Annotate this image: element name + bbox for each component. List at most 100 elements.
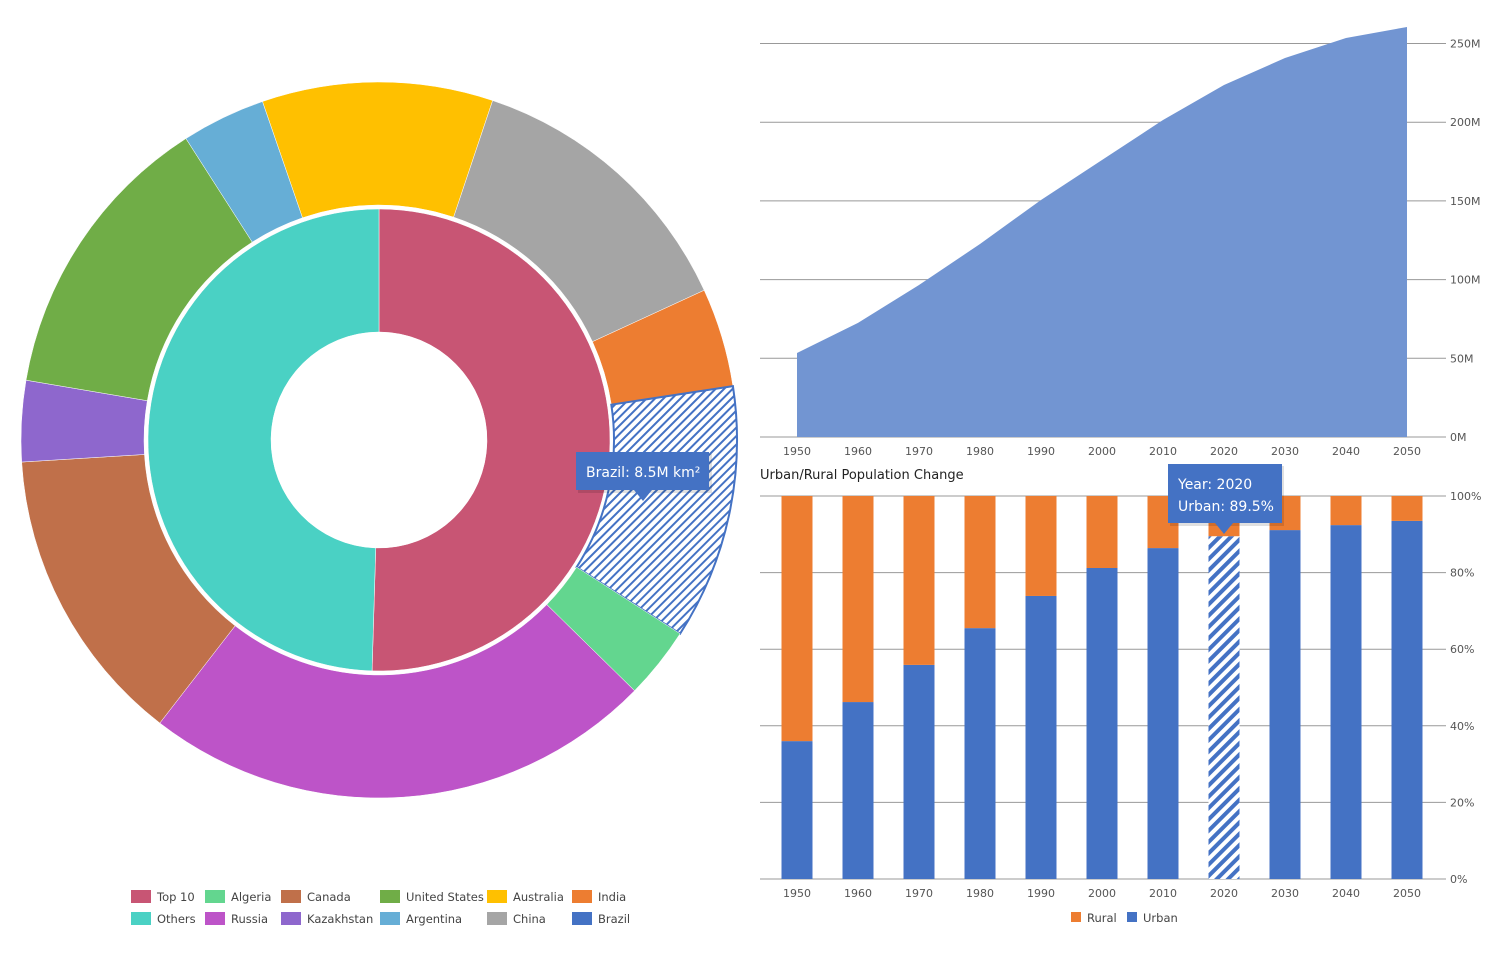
bar-rural-1970[interactable] <box>903 496 935 665</box>
bar-tooltip: Year: 2020 Urban: 89.5% <box>1168 464 1284 534</box>
y-tick-label: 100% <box>1450 490 1481 503</box>
legend-item-rural[interactable]: Rural <box>1071 911 1117 925</box>
legend-swatch <box>572 890 592 903</box>
legend-item-top-10[interactable]: Top 10 <box>131 890 195 904</box>
x-tick-label: 1990 <box>1027 887 1055 900</box>
legend-swatch <box>380 912 400 925</box>
x-tick-label: 1960 <box>844 887 872 900</box>
y-tick-label: 0M <box>1450 431 1467 444</box>
legend-item-others[interactable]: Others <box>131 912 196 926</box>
slice-australia[interactable] <box>262 81 493 219</box>
tooltip-line-1: Year: 2020 <box>1177 477 1252 493</box>
area-series[interactable] <box>797 26 1407 438</box>
legend-item-china[interactable]: China <box>487 912 546 926</box>
legend-label: Australia <box>513 890 564 904</box>
legend-label: India <box>598 890 626 904</box>
bar-urban-1990[interactable] <box>1025 595 1057 879</box>
legend-swatch <box>1127 912 1137 922</box>
bar-rural-2040[interactable] <box>1330 496 1362 526</box>
y-tick-label: 150M <box>1450 195 1481 208</box>
bar-urban-2030[interactable] <box>1269 530 1301 879</box>
legend-item-united-states[interactable]: United States <box>380 890 484 904</box>
sunburst-legend: Top 10 Algeria Canada United States Australi… <box>131 890 630 926</box>
tooltip-line-2: Urban: 89.5% <box>1178 499 1274 515</box>
slice-others[interactable] <box>147 208 380 672</box>
y-tick-label: 50M <box>1450 352 1474 365</box>
legend-item-argentina[interactable]: Argentina <box>380 912 462 926</box>
legend-swatch <box>131 912 151 925</box>
y-tick-label: 80% <box>1450 567 1474 580</box>
bar-urban-2000[interactable] <box>1086 568 1118 879</box>
legend-label: Others <box>157 912 196 926</box>
legend-item-canada[interactable]: Canada <box>281 890 351 904</box>
bar-urban-2020[interactable] <box>1208 536 1240 879</box>
x-tick-label: 2050 <box>1393 445 1421 458</box>
y-tick-label: 60% <box>1450 643 1474 656</box>
legend-swatch <box>281 912 301 925</box>
slice-russia[interactable] <box>159 604 635 799</box>
slice-argentina[interactable] <box>185 101 303 243</box>
y-tick-label: 250M <box>1450 38 1481 51</box>
bar-urban-1960[interactable] <box>842 702 874 879</box>
legend-label: Brazil <box>598 912 630 926</box>
sunburst-tooltip: Brazil: 8.5M km² <box>576 452 712 501</box>
slice-canada[interactable] <box>21 454 236 724</box>
legend-item-brazil[interactable]: Brazil <box>572 912 630 926</box>
x-tick-label: 2050 <box>1393 887 1421 900</box>
legend-label: Top 10 <box>156 890 195 904</box>
y-tick-label: 100M <box>1450 274 1481 287</box>
legend-label: Algeria <box>231 890 271 904</box>
bar-urban-2010[interactable] <box>1147 548 1179 879</box>
legend-swatch <box>281 890 301 903</box>
legend-item-algeria[interactable]: Algeria <box>205 890 271 904</box>
bar-rural-1980[interactable] <box>964 496 996 629</box>
legend-item-kazakhstan[interactable]: Kazakhstan <box>281 912 373 926</box>
y-tick-label: 200M <box>1450 116 1481 129</box>
tooltip-text: Brazil: 8.5M km² <box>586 465 700 481</box>
x-tick-label: 2020 <box>1210 887 1238 900</box>
x-tick-label: 1970 <box>905 445 933 458</box>
x-tick-label: 2000 <box>1088 887 1116 900</box>
legend-label: Urban <box>1143 911 1178 925</box>
legend-label: China <box>513 912 546 926</box>
ring-separator <box>144 205 614 675</box>
tooltip-pointer <box>634 490 652 501</box>
tooltip-box <box>1168 464 1282 523</box>
x-tick-label: 1970 <box>905 887 933 900</box>
bar-rural-1990[interactable] <box>1025 496 1057 596</box>
legend-label: Kazakhstan <box>307 912 373 926</box>
x-tick-label: 2020 <box>1210 445 1238 458</box>
bar-rural-1960[interactable] <box>842 496 874 703</box>
legend-item-russia[interactable]: Russia <box>205 912 268 926</box>
bar-urban-1980[interactable] <box>964 628 996 879</box>
bar-urban-2040[interactable] <box>1330 525 1362 879</box>
bar-chart-title: Urban/Rural Population Change <box>760 468 964 483</box>
y-tick-label: 0% <box>1450 873 1467 886</box>
legend-item-urban[interactable]: Urban <box>1127 911 1178 925</box>
bar-rural-1950[interactable] <box>781 496 813 742</box>
legend-swatch <box>205 890 225 903</box>
legend-label: Russia <box>231 912 268 926</box>
legend-label: Argentina <box>406 912 462 926</box>
x-tick-label: 1960 <box>844 445 872 458</box>
bar-rural-2050[interactable] <box>1391 496 1423 521</box>
legend-item-australia[interactable]: Australia <box>487 890 564 904</box>
x-tick-label: 2000 <box>1088 445 1116 458</box>
sunburst-chart <box>20 81 738 799</box>
legend-swatch <box>487 912 507 925</box>
bar-rural-2000[interactable] <box>1086 496 1118 569</box>
x-tick-label: 2010 <box>1149 445 1177 458</box>
bar-urban-2050[interactable] <box>1391 520 1423 879</box>
legend-item-india[interactable]: India <box>572 890 626 904</box>
bar-urban-1950[interactable] <box>781 741 813 879</box>
y-tick-label: 40% <box>1450 720 1474 733</box>
bar-urban-1970[interactable] <box>903 664 935 879</box>
legend-label: United States <box>406 890 484 904</box>
x-tick-label: 1980 <box>966 445 994 458</box>
legend-label: Canada <box>307 890 351 904</box>
legend-swatch <box>487 890 507 903</box>
x-tick-label: 1980 <box>966 887 994 900</box>
x-tick-label: 1950 <box>783 887 811 900</box>
slice-top-10[interactable] <box>371 208 611 672</box>
